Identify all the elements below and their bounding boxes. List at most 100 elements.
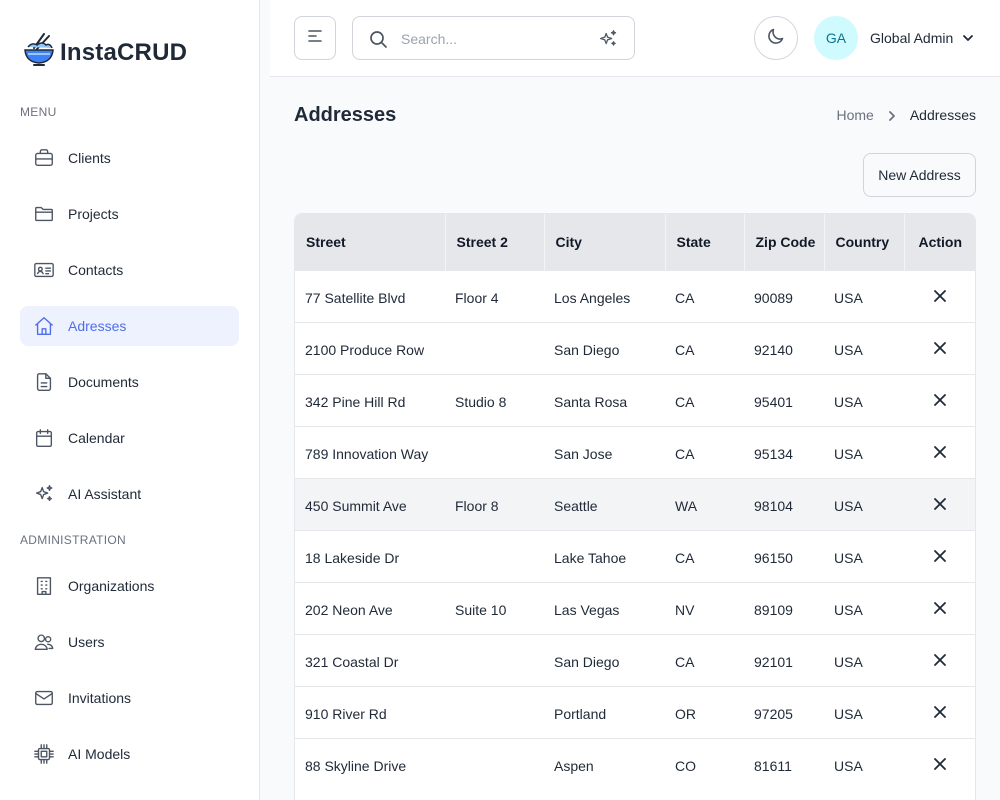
table-row[interactable]: 450 Summit Ave Floor 8 Seattle WA 98104 USA [295, 478, 975, 530]
app-logo[interactable]: InstaCRUD [22, 30, 187, 75]
column-header-country[interactable]: Country [824, 214, 905, 270]
theme-toggle-button[interactable] [754, 16, 798, 60]
column-header-action: Action [918, 233, 963, 250]
new-address-button[interactable]: New Address [863, 153, 976, 197]
close-icon [934, 394, 946, 406]
cell-state: CA [675, 549, 695, 566]
delete-row-button[interactable] [930, 390, 950, 410]
delete-row-button[interactable] [930, 494, 950, 514]
cell-action [904, 270, 975, 322]
chevron-right-icon [886, 109, 898, 121]
moon-icon [766, 26, 786, 51]
breadcrumb: Home Addresses [836, 107, 976, 123]
sparkles-icon [33, 483, 55, 505]
cell-street: 18 Lakeside Dr [305, 549, 400, 566]
table-row[interactable]: 88 Skyline Drive Aspen CO 81611 USA [295, 738, 975, 790]
cell-country: USA [834, 705, 863, 722]
cell-street-2 [445, 426, 544, 478]
cell-city: Santa Rosa [554, 393, 628, 410]
table-row[interactable]: 910 River Rd Portland OR 97205 USA [295, 686, 975, 738]
cell-zip-code: 90089 [754, 289, 793, 306]
addresses-table-container: Street Street 2 City State Zip Code Coun… [294, 213, 976, 800]
sidebar-item-projects[interactable]: Projects [20, 194, 239, 234]
cell-street: 342 Pine Hill Rd [305, 393, 406, 410]
table-row[interactable]: 789 Innovation Way San Jose CA 95134 USA [295, 426, 975, 478]
cell-action [904, 634, 975, 686]
close-icon [934, 290, 946, 302]
sidebar-item-invitations[interactable]: Invitations [20, 678, 239, 718]
cell-action [904, 322, 975, 374]
search-input[interactable] [401, 28, 581, 50]
close-icon [934, 654, 946, 666]
breadcrumb-home-link[interactable]: Home [836, 107, 874, 123]
sidebar-item-organizations[interactable]: Organizations [20, 566, 239, 606]
cell-street-2: Studio 8 [455, 393, 507, 410]
sidebar-item-ai-assistant[interactable]: AI Assistant [20, 474, 239, 514]
cell-city: Lake Tahoe [554, 549, 627, 566]
menu-icon [306, 27, 324, 50]
cell-zip-code: 97205 [754, 705, 793, 722]
delete-row-button[interactable] [930, 754, 950, 774]
delete-row-button[interactable] [930, 442, 950, 462]
table-body: 77 Satellite Blvd Floor 4 Los Angeles CA 900… [295, 270, 975, 790]
sidebar-item-label: Documents [68, 374, 139, 390]
sidebar-item-contacts[interactable]: Contacts [20, 250, 239, 290]
cell-street-2: Suite 10 [455, 601, 507, 618]
cell-street: 88 Skyline Drive [305, 757, 407, 774]
cell-country: USA [834, 601, 863, 618]
cell-zip-code: 89109 [754, 601, 793, 618]
sidebar-item-users[interactable]: Users [20, 622, 239, 662]
delete-row-button[interactable] [930, 650, 950, 670]
delete-row-button[interactable] [930, 598, 950, 618]
table-row[interactable]: 202 Neon Ave Suite 10 Las Vegas NV 89109 USA [295, 582, 975, 634]
column-header-street-2[interactable]: Street 2 [445, 214, 545, 270]
sidebar: InstaCRUD MENU Clients Projects Contacts [0, 0, 260, 800]
close-icon [934, 446, 946, 458]
column-header-state[interactable]: State [665, 214, 745, 270]
table-row[interactable]: 18 Lakeside Dr Lake Tahoe CA 96150 USA [295, 530, 975, 582]
cell-street-2 [445, 634, 544, 686]
column-header-street[interactable]: Street [295, 214, 446, 270]
column-header-zip-code[interactable]: Zip Code [744, 214, 825, 270]
app-name: InstaCRUD [60, 38, 188, 66]
sidebar-item-calendar[interactable]: Calendar [20, 418, 239, 458]
sidebar-item-label: Adresses [68, 318, 127, 334]
delete-row-button[interactable] [930, 546, 950, 566]
close-icon [934, 498, 946, 510]
cell-action [904, 478, 975, 530]
cell-country: USA [834, 549, 863, 566]
sidebar-item-label: Clients [68, 150, 111, 166]
delete-row-button[interactable] [930, 286, 950, 306]
cell-city: San Diego [554, 653, 620, 670]
envelope-icon [33, 687, 55, 709]
user-menu[interactable]: GA Global Admin [814, 16, 975, 60]
sidebar-item-label: Invitations [68, 690, 132, 706]
cell-street-2 [445, 738, 544, 790]
delete-row-button[interactable] [930, 702, 950, 722]
table-row[interactable]: 342 Pine Hill Rd Studio 8 Santa Rosa CA 9540… [295, 374, 975, 426]
cell-action [904, 686, 975, 738]
table-row[interactable]: 321 Coastal Dr San Diego CA 92101 USA [295, 634, 975, 686]
cell-zip-code: 98104 [754, 497, 793, 514]
search-box [352, 16, 635, 60]
sparkles-icon[interactable] [597, 28, 619, 50]
delete-row-button[interactable] [930, 338, 950, 358]
sidebar-toggle-button[interactable] [294, 16, 336, 60]
cell-city: San Jose [554, 445, 613, 462]
cell-street-2 [445, 686, 544, 738]
close-icon [934, 706, 946, 718]
building-icon [33, 575, 55, 597]
table-row[interactable]: 77 Satellite Blvd Floor 4 Los Angeles CA 900… [295, 270, 975, 322]
sidebar-item-ai-models[interactable]: AI Models [20, 734, 239, 774]
calendar-icon [33, 427, 55, 449]
sidebar-item-documents[interactable]: Documents [20, 362, 239, 402]
cell-action [904, 374, 975, 426]
cell-state: CA [675, 393, 695, 410]
column-header-city[interactable]: City [544, 214, 666, 270]
table-row[interactable]: 2100 Produce Row San Diego CA 92140 USA [295, 322, 975, 374]
table-header-row: Street Street 2 City State Zip Code Coun… [295, 214, 975, 270]
sidebar-item-addresses[interactable]: Adresses [20, 306, 239, 346]
cell-country: USA [834, 341, 863, 358]
sidebar-item-clients[interactable]: Clients [20, 138, 239, 178]
